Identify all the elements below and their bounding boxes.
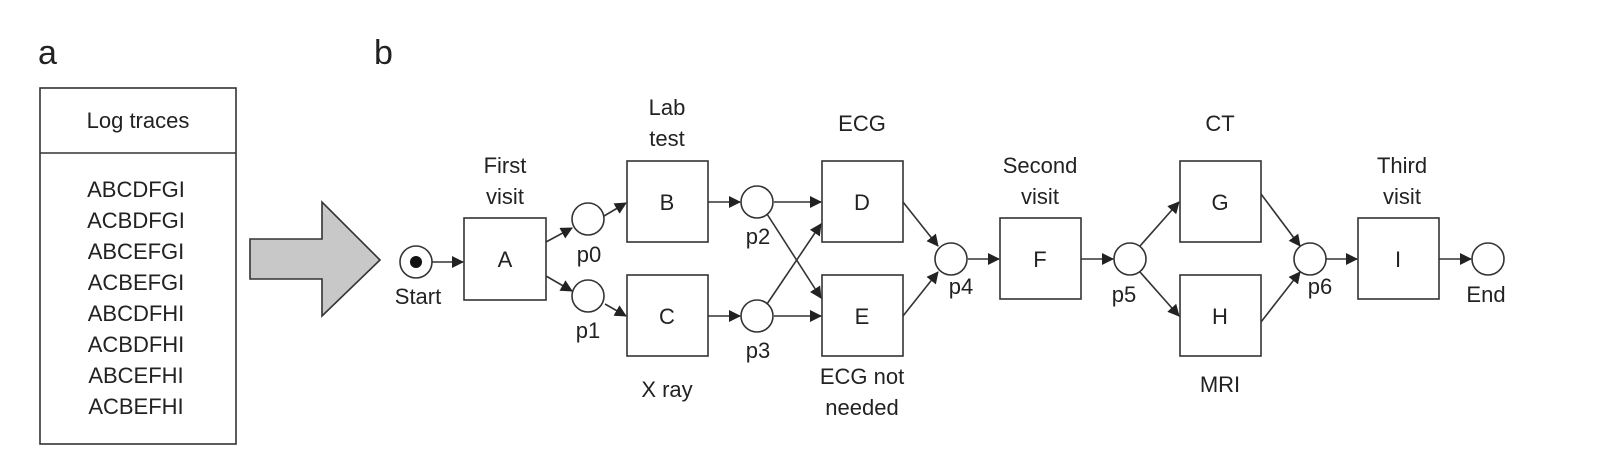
arc-p2-E bbox=[766, 213, 822, 299]
place-p4: p4 bbox=[934, 242, 973, 299]
place-p2: p2 bbox=[740, 185, 774, 249]
place-label-p2: p2 bbox=[746, 224, 770, 249]
transition-caption: CT bbox=[1205, 111, 1234, 136]
log-trace: ACBEFGI bbox=[88, 270, 185, 295]
transition-caption: visit bbox=[486, 184, 524, 209]
transition-caption: Lab bbox=[649, 95, 686, 120]
place-label-p6: p6 bbox=[1308, 274, 1332, 299]
log-trace: ABCEFGI bbox=[88, 239, 185, 264]
transition-G: G CT bbox=[1179, 111, 1262, 243]
transition-label: C bbox=[659, 304, 675, 329]
transition-label: D bbox=[854, 190, 870, 215]
arc-p0-B bbox=[603, 202, 627, 217]
transform-arrow-icon bbox=[249, 200, 382, 318]
transition-caption: visit bbox=[1021, 184, 1059, 209]
arc-H-p6 bbox=[1260, 271, 1301, 323]
place-label-p5: p5 bbox=[1112, 282, 1136, 307]
transition-caption: test bbox=[649, 126, 684, 151]
arc-p5-H bbox=[1139, 271, 1180, 317]
transition-F: F Second visit bbox=[999, 153, 1082, 300]
transition-C: C X ray bbox=[626, 274, 709, 402]
log-trace: ACBDFHI bbox=[88, 332, 185, 357]
transition-B: B Lab test bbox=[626, 95, 709, 243]
place-p3: p3 bbox=[740, 299, 774, 363]
transition-caption: needed bbox=[825, 395, 898, 420]
place-label-p1: p1 bbox=[576, 318, 600, 343]
log-table-header: Log traces bbox=[87, 108, 190, 133]
log-trace: ABCEFHI bbox=[88, 363, 183, 388]
panel-label-a: a bbox=[38, 34, 57, 72]
arc-E-p4 bbox=[902, 271, 939, 317]
transition-label: F bbox=[1033, 247, 1046, 272]
log-trace: ACBDFGI bbox=[87, 208, 185, 233]
panel-label-b: b bbox=[374, 34, 393, 72]
transition-caption: MRI bbox=[1200, 372, 1240, 397]
arc-p1-C bbox=[604, 303, 627, 317]
log-traces-table: Log traces ABCDFGI ACBDFGI ABCEFGI ACBEF… bbox=[39, 87, 237, 445]
transition-caption: ECG bbox=[838, 111, 886, 136]
transition-label: E bbox=[855, 304, 870, 329]
place-label-p4: p4 bbox=[949, 274, 973, 299]
transition-label: B bbox=[660, 190, 675, 215]
place-label-p0: p0 bbox=[577, 242, 601, 267]
transition-label: I bbox=[1395, 247, 1401, 272]
transition-H: H MRI bbox=[1179, 274, 1262, 397]
arc-G-p6 bbox=[1260, 193, 1301, 247]
place-p0: p0 bbox=[571, 202, 605, 267]
log-trace: ABCDFHI bbox=[88, 301, 185, 326]
log-trace: ACBEFHI bbox=[88, 394, 183, 419]
log-trace: ABCDFGI bbox=[87, 177, 185, 202]
place-label-end: End bbox=[1466, 282, 1505, 307]
place-start: Start bbox=[395, 245, 441, 309]
place-p5: p5 bbox=[1112, 242, 1147, 307]
token-icon bbox=[410, 256, 422, 268]
log-table-frame bbox=[39, 87, 237, 445]
transition-A: A First visit bbox=[463, 153, 547, 301]
transition-caption: First bbox=[484, 153, 527, 178]
place-end: End bbox=[1466, 242, 1506, 307]
transition-caption: ECG not bbox=[820, 364, 904, 389]
transition-I: I Third visit bbox=[1357, 153, 1440, 300]
transition-caption: Second bbox=[1003, 153, 1078, 178]
place-label-p3: p3 bbox=[746, 338, 770, 363]
place-p1: p1 bbox=[571, 279, 605, 343]
petri-net-arcs bbox=[432, 193, 1472, 323]
arc-p5-G bbox=[1139, 201, 1180, 247]
transition-D: D ECG bbox=[821, 111, 904, 243]
arc-A-p1 bbox=[545, 275, 573, 292]
place-p6: p6 bbox=[1293, 242, 1332, 299]
transition-caption: X ray bbox=[641, 377, 692, 402]
place-label-start: Start bbox=[395, 284, 441, 309]
arc-D-p4 bbox=[902, 201, 939, 247]
arc-A-p0 bbox=[545, 227, 573, 243]
transition-label: H bbox=[1212, 304, 1228, 329]
transition-caption: visit bbox=[1383, 184, 1421, 209]
transition-label: G bbox=[1211, 190, 1228, 215]
transition-E: E ECG not needed bbox=[820, 274, 904, 420]
transition-label: A bbox=[498, 247, 513, 272]
transition-caption: Third bbox=[1377, 153, 1427, 178]
arc-p3-D bbox=[766, 223, 822, 305]
